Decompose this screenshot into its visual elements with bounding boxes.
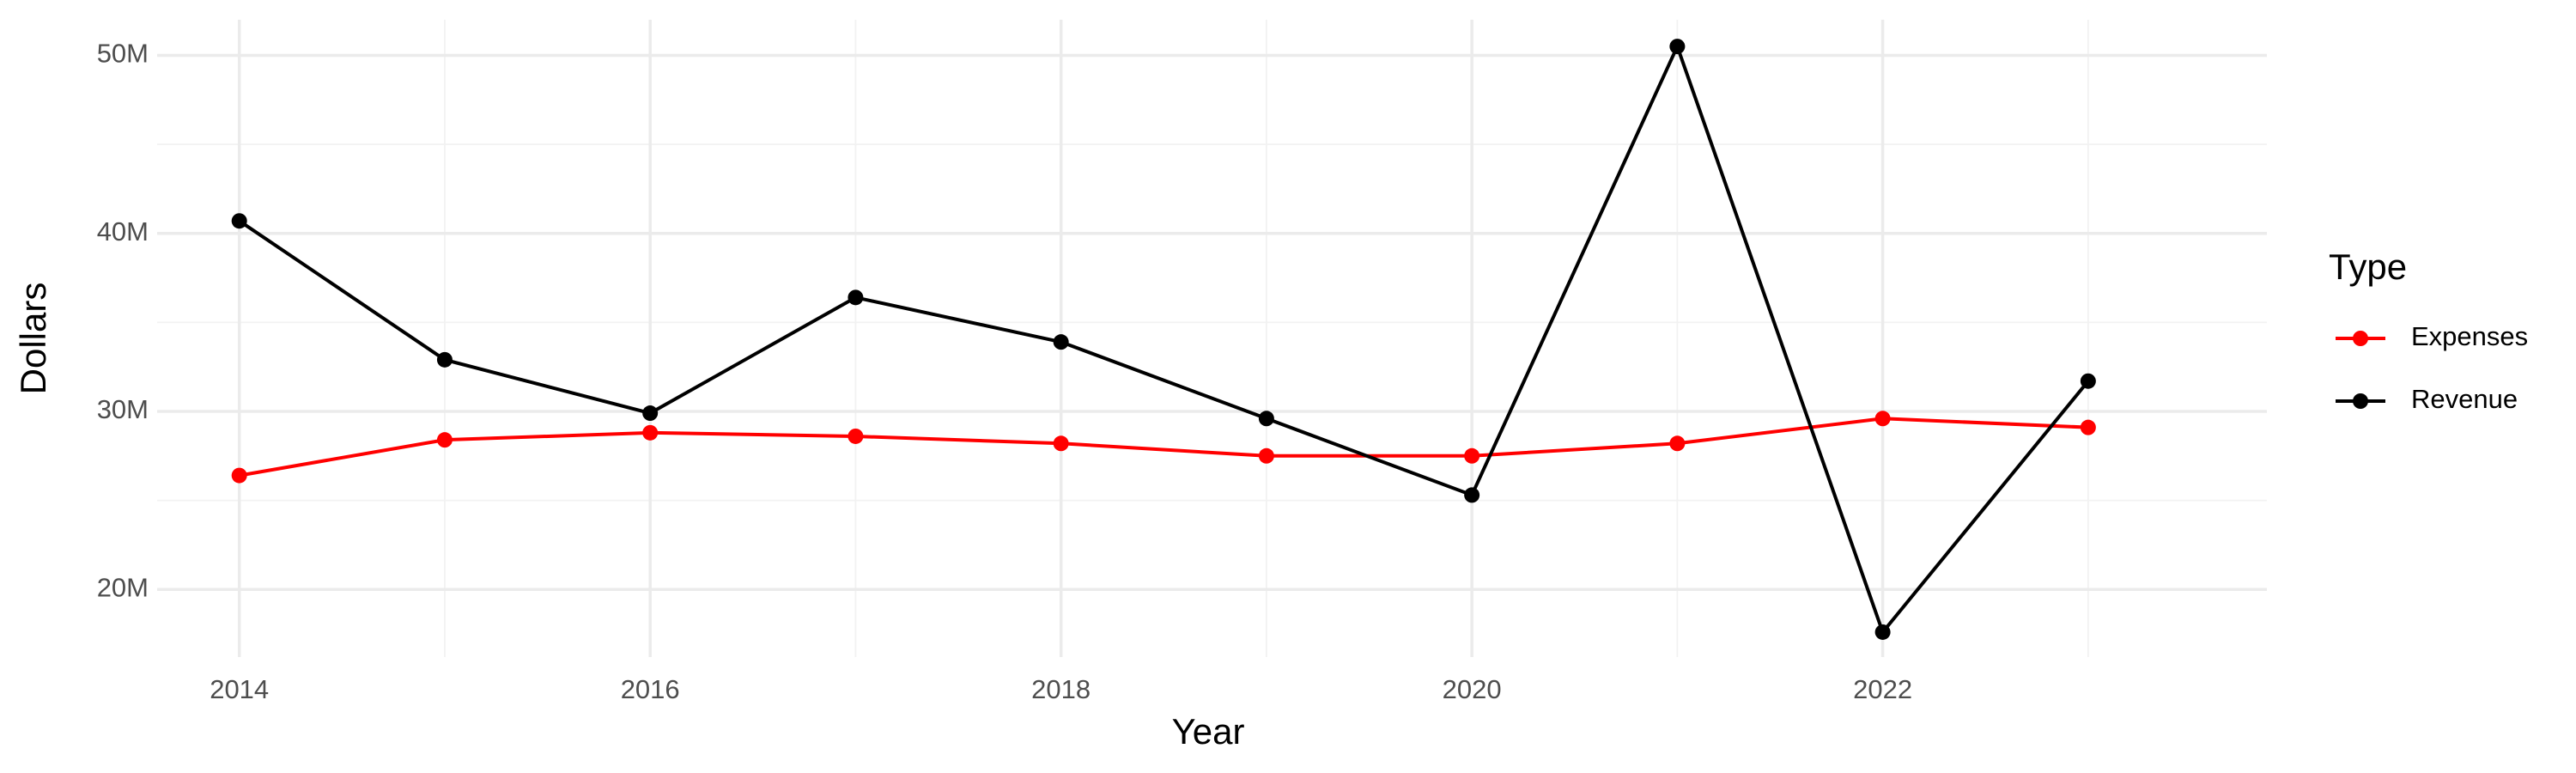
y-tick-label: 50M xyxy=(97,39,149,69)
point xyxy=(1669,39,1686,55)
point xyxy=(2080,419,2096,435)
x-tick-label: 2020 xyxy=(1443,674,1502,704)
point xyxy=(2080,373,2096,389)
point xyxy=(231,213,247,229)
point xyxy=(1464,447,1480,464)
point xyxy=(1874,411,1891,427)
series-line xyxy=(238,41,2090,636)
point xyxy=(642,405,659,422)
x-axis-title: Year xyxy=(1172,711,1245,752)
legend-marker xyxy=(2353,393,2368,409)
x-tick-label: 2022 xyxy=(1853,674,1912,704)
y-axis-title: Dollars xyxy=(13,283,53,395)
point xyxy=(1258,411,1274,427)
point xyxy=(1258,447,1274,464)
legend-label: Revenue xyxy=(2411,384,2518,414)
point xyxy=(436,432,453,448)
x-tick-label: 2016 xyxy=(621,674,680,704)
x-tick-label: 2018 xyxy=(1031,674,1091,704)
y-tick-label: 20M xyxy=(97,572,149,602)
point xyxy=(1053,334,1069,350)
grid xyxy=(157,20,2267,657)
point xyxy=(231,467,247,484)
point xyxy=(1053,435,1069,452)
point xyxy=(642,424,659,441)
legend-marker xyxy=(2353,331,2368,346)
series-line xyxy=(239,417,2088,478)
y-tick-label: 40M xyxy=(97,216,149,247)
y-tick-label: 30M xyxy=(97,394,149,424)
legend-label: Expenses xyxy=(2411,321,2528,351)
legend-title: Type xyxy=(2329,247,2407,287)
point xyxy=(1669,435,1686,452)
point xyxy=(1464,487,1480,503)
x-tick-label: 2014 xyxy=(210,674,269,704)
point xyxy=(436,351,453,368)
point xyxy=(848,428,864,444)
point xyxy=(1874,624,1891,640)
point xyxy=(848,289,864,306)
